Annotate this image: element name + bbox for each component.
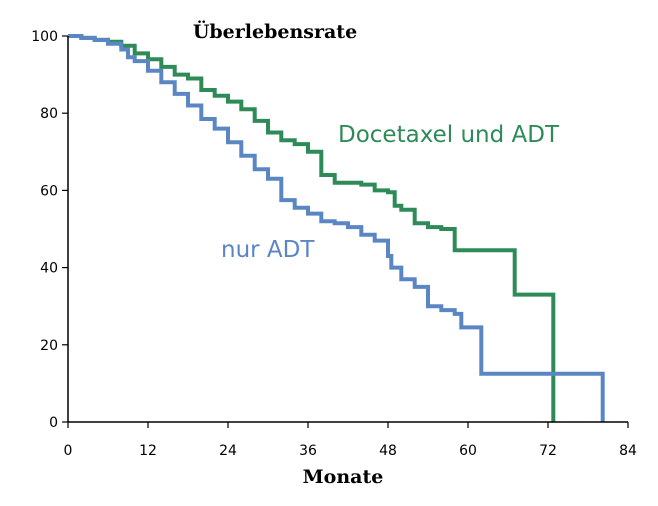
y-tick-label: 100	[31, 29, 58, 45]
x-tick-label: 72	[539, 443, 557, 459]
x-tick-label: 0	[64, 443, 73, 459]
series-line-nur-adt	[68, 34, 605, 422]
ticks-layer: 0 12 24 36 48 60 72 84 0 20 40 60 80 100	[31, 29, 637, 459]
y-tick-label: 0	[49, 415, 58, 431]
y-tick-label: 80	[40, 106, 58, 122]
chart-title: Überlebensrate	[193, 20, 357, 43]
x-axis-label: Monate	[303, 466, 384, 488]
series-label-docetaxel: Docetaxel und ADT	[338, 122, 560, 148]
series-line-docetaxel	[68, 34, 556, 422]
x-tick-label: 48	[379, 443, 397, 459]
y-tick-label: 60	[40, 183, 58, 199]
axes-layer	[67, 36, 628, 423]
x-tick-label: 60	[459, 443, 477, 459]
x-tick-label: 36	[299, 443, 317, 459]
y-tick-label: 40	[40, 261, 58, 277]
x-tick-label: 84	[619, 443, 637, 459]
series-layer	[68, 34, 605, 422]
x-tick-label: 24	[219, 443, 237, 459]
y-tick-label: 20	[40, 338, 58, 354]
series-label-nur-adt: nur ADT	[221, 237, 315, 263]
x-tick-label: 12	[139, 443, 157, 459]
